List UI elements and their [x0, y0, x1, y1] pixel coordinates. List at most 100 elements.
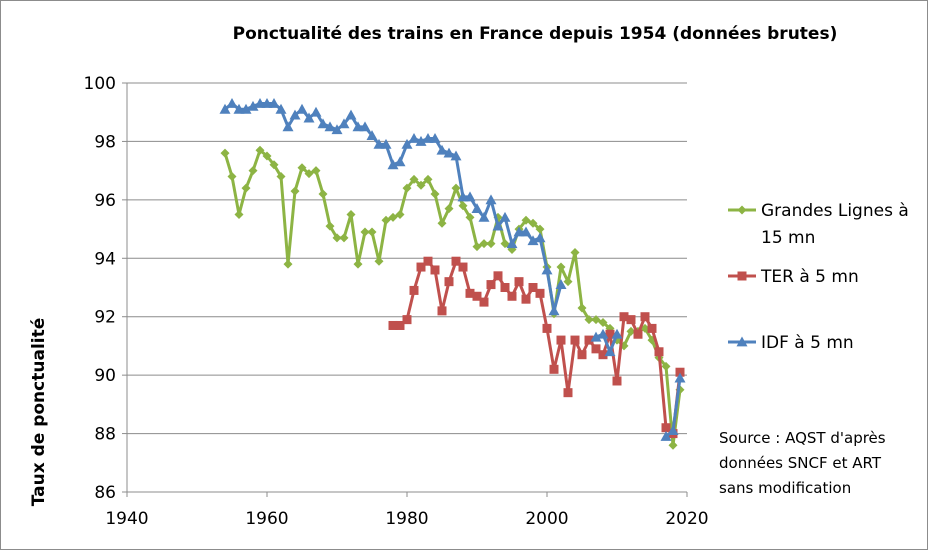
- data-point: [584, 315, 594, 325]
- data-point: [240, 103, 252, 114]
- data-point: [660, 430, 672, 441]
- data-point: [443, 147, 455, 158]
- y-tick-label: 96: [94, 191, 116, 211]
- data-point: [451, 183, 461, 193]
- data-point: [528, 283, 538, 292]
- y-axis-label: Taux de ponctualité: [29, 318, 49, 507]
- data-point: [381, 215, 391, 225]
- data-point: [423, 174, 433, 184]
- data-point: [289, 109, 301, 120]
- series-line: [224, 101, 563, 313]
- data-point: [605, 329, 615, 339]
- data-point: [661, 423, 671, 433]
- data-point: [661, 361, 671, 371]
- data-point: [604, 346, 616, 357]
- data-point: [437, 218, 447, 228]
- data-point: [478, 211, 490, 222]
- data-point: [590, 331, 602, 342]
- data-point: [542, 323, 552, 333]
- y-tick-label: 86: [94, 483, 116, 503]
- data-point: [227, 171, 237, 181]
- data-point: [219, 103, 231, 114]
- data-point: [345, 109, 357, 120]
- data-point: [226, 97, 238, 108]
- data-point: [310, 106, 322, 117]
- data-point: [254, 97, 266, 108]
- data-point: [570, 335, 580, 345]
- data-point: [633, 329, 643, 339]
- data-point: [534, 232, 546, 243]
- data-point: [458, 201, 468, 211]
- legend-label: TER à 5 mn: [760, 267, 859, 287]
- data-point: [430, 265, 440, 275]
- source-line: sans modification: [719, 479, 851, 497]
- source-annotation: Source : AQST d'après données SNCF et ART…: [719, 429, 886, 497]
- data-point: [311, 166, 321, 176]
- data-point: [464, 191, 476, 202]
- gridlines: [127, 82, 687, 435]
- data-point: [556, 335, 566, 345]
- data-point: [521, 215, 531, 225]
- data-point: [415, 135, 427, 146]
- data-point: [472, 291, 482, 301]
- data-point: [584, 335, 594, 345]
- source-line: Source : AQST d'après: [719, 429, 886, 447]
- data-point: [640, 312, 650, 322]
- data-point: [549, 364, 559, 374]
- series-line: [223, 148, 682, 447]
- data-point: [402, 315, 412, 325]
- data-point: [465, 288, 475, 298]
- x-tick-label: 1940: [105, 509, 148, 529]
- data-point: [275, 103, 287, 114]
- data-point: [654, 347, 664, 357]
- data-point: [450, 150, 462, 161]
- data-point: [577, 303, 587, 313]
- data-point: [513, 226, 525, 237]
- data-point: [479, 297, 489, 307]
- series-ter-a-5-mn: [388, 256, 685, 439]
- series-idf-a-5-mn: [219, 97, 686, 441]
- x-tick-label: 2000: [525, 509, 568, 529]
- data-point: [262, 151, 272, 161]
- data-point: [520, 226, 532, 237]
- data-point: [668, 440, 678, 450]
- data-point: [506, 238, 518, 249]
- data-point: [472, 242, 482, 252]
- y-tick-label: 94: [94, 249, 116, 269]
- data-point: [303, 112, 315, 123]
- data-point: [318, 189, 328, 199]
- data-point: [261, 97, 273, 108]
- data-point: [290, 186, 300, 196]
- legend-swatch-marker: [737, 205, 747, 215]
- data-point: [331, 124, 343, 135]
- legend-label: IDF à 5 mn: [761, 333, 854, 353]
- x-tick-label: 2020: [665, 509, 708, 529]
- data-point: [458, 262, 468, 272]
- legend-item-ter-a-5-mn: TER à 5 mn: [728, 267, 859, 287]
- data-point: [360, 227, 370, 237]
- data-point: [674, 372, 686, 383]
- legend-item-idf-a-5-mn: IDF à 5 mn: [728, 333, 854, 353]
- data-point: [297, 163, 307, 173]
- data-point: [675, 367, 685, 377]
- data-point: [241, 183, 251, 193]
- data-point: [514, 277, 524, 287]
- data-point: [598, 350, 608, 360]
- data-point: [339, 233, 349, 243]
- data-point: [507, 291, 517, 301]
- chart-title: Ponctualité des trains en France depuis …: [233, 24, 838, 44]
- data-point: [359, 121, 371, 132]
- data-point: [352, 121, 364, 132]
- data-point: [394, 156, 406, 167]
- data-point: [493, 271, 503, 281]
- data-point: [346, 209, 356, 219]
- data-point: [276, 171, 286, 181]
- legend-swatch-marker: [737, 271, 747, 281]
- data-point: [408, 133, 420, 143]
- data-point: [471, 203, 483, 214]
- data-point: [395, 209, 405, 219]
- data-point: [626, 326, 636, 336]
- data-point: [416, 262, 426, 272]
- data-point: [430, 189, 440, 199]
- data-point: [591, 315, 601, 325]
